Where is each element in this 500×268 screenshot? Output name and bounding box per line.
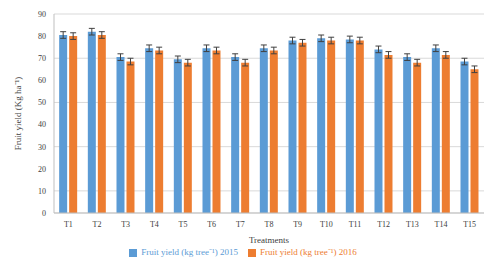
svg-text:T13: T13 bbox=[406, 220, 419, 229]
svg-text:T9: T9 bbox=[293, 220, 302, 229]
svg-text:T11: T11 bbox=[349, 220, 362, 229]
html-text:Fruit yield (kg tree⁻¹) 2015: Fruit yield (kg tree⁻¹) 2015 bbox=[141, 247, 238, 257]
svg-text:50: 50 bbox=[38, 98, 46, 107]
svg-text:20: 20 bbox=[38, 165, 46, 174]
html-text:Fruit yield (kg tree⁻¹) 2016: Fruit yield (kg tree⁻¹) 2016 bbox=[260, 247, 357, 257]
svg-text:T5: T5 bbox=[179, 220, 188, 229]
svg-text:T12: T12 bbox=[377, 220, 390, 229]
svg-text:10: 10 bbox=[38, 187, 46, 196]
svg-text:Fruit yield (Kg ha⁻¹): Fruit yield (Kg ha⁻¹) bbox=[13, 77, 23, 150]
svg-text:T3: T3 bbox=[121, 220, 130, 229]
svg-text:70: 70 bbox=[38, 54, 46, 63]
svg-text:30: 30 bbox=[38, 143, 46, 152]
svg-text:T8: T8 bbox=[265, 220, 274, 229]
svg-text:T6: T6 bbox=[207, 220, 216, 229]
svg-text:T10: T10 bbox=[320, 220, 333, 229]
svg-text:T7: T7 bbox=[236, 220, 245, 229]
svg-text:T1: T1 bbox=[64, 220, 73, 229]
svg-text:80: 80 bbox=[38, 32, 46, 41]
svg-text:T4: T4 bbox=[150, 220, 159, 229]
svg-text:Treatments: Treatments bbox=[249, 235, 290, 245]
svg-text:T14: T14 bbox=[435, 220, 448, 229]
svg-text:0: 0 bbox=[42, 209, 46, 218]
svg-text:T15: T15 bbox=[463, 220, 476, 229]
svg-text:40: 40 bbox=[38, 120, 46, 129]
svg-text:T2: T2 bbox=[93, 220, 102, 229]
svg-text:60: 60 bbox=[38, 76, 46, 85]
svg-text:90: 90 bbox=[38, 10, 46, 19]
